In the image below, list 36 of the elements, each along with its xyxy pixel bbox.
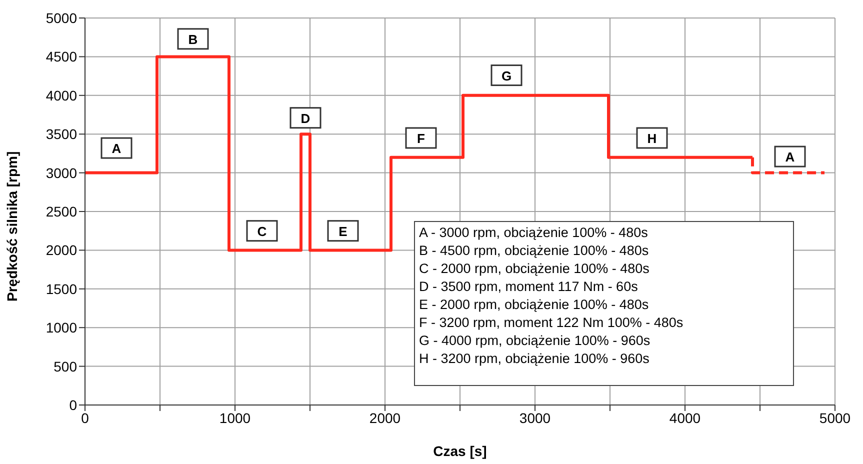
annotation: H — [647, 130, 657, 146]
x-tick-label: 3000 — [519, 410, 551, 426]
annotation: C — [257, 224, 268, 239]
y-tick-label: 5000 — [46, 10, 78, 26]
annotation: E - 2000 rpm, obciążenie 100% - 480s — [419, 296, 650, 314]
x-axis-title: Czas [s] — [433, 443, 487, 459]
annotation: H - 3200 rpm, obciążenie 100% - 960s — [419, 350, 650, 368]
annotation: G - 4000 rpm, obciążenie 100% - 960s — [419, 332, 652, 350]
annotation: B — [188, 32, 198, 47]
x-tick-label: 4000 — [669, 410, 701, 426]
y-tick-label: 500 — [54, 358, 78, 374]
y-tick-label: 3500 — [46, 126, 78, 142]
annotation: D — [300, 110, 310, 126]
y-tick-label: 1500 — [46, 280, 78, 297]
y-tick-label: 1000 — [46, 320, 78, 336]
annotation: F — [417, 130, 426, 146]
y-tick-label: 2000 — [46, 242, 78, 258]
y-tick-label: 0 — [69, 396, 78, 413]
y-tick-label: 2500 — [46, 203, 78, 220]
y-axis-title: Prędkość silnika [rpm] — [4, 151, 20, 302]
x-tick-label: 1000 — [219, 410, 251, 426]
annotation: E — [338, 224, 348, 239]
x-tick-label: 0 — [81, 410, 90, 426]
annotation: G — [501, 68, 512, 84]
annotation: D - 3500 rpm, moment 117 Nm - 60s — [419, 278, 639, 296]
annotation: A — [112, 141, 122, 156]
y-tick-label: 3000 — [46, 164, 78, 181]
x-tick-label: 2000 — [369, 410, 401, 426]
annotation: F - 3200 rpm, moment 122 Nm 100% - 480s — [419, 314, 684, 332]
annotation: A — [785, 150, 796, 165]
x-tick-label: 5000 — [819, 410, 851, 426]
annotation: C - 2000 rpm, obciążenie 100% - 480s — [419, 260, 650, 278]
annotation: A - 3000 rpm, obciążenie 100% - 480s — [419, 224, 649, 242]
y-tick-label: 4500 — [46, 48, 78, 65]
y-tick-label: 4000 — [46, 87, 78, 104]
annotation: B - 4500 rpm, obciążenie 100% - 480s — [419, 242, 650, 260]
